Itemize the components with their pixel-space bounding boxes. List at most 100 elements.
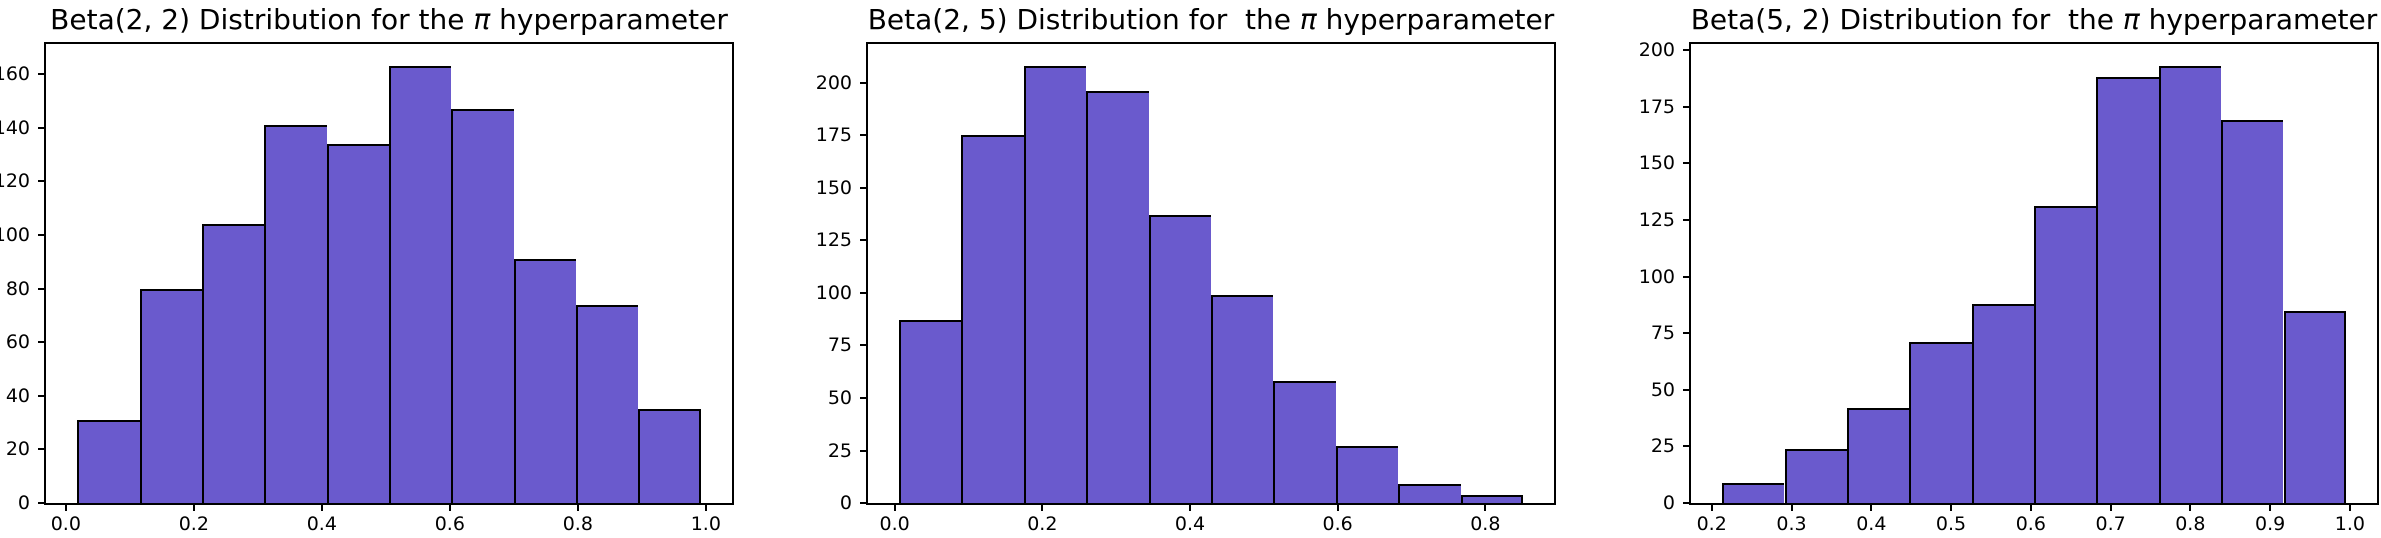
x-tick-label: 0.2 (1696, 513, 1727, 535)
x-tick-label: 0.6 (1322, 513, 1353, 535)
y-tick-label: 50 (827, 386, 852, 409)
histogram-bar (1023, 65, 1087, 503)
histogram-bar (2221, 120, 2284, 503)
y-tick-label: 175 (815, 124, 852, 147)
histogram-bar (1398, 484, 1461, 503)
y-tick-label: 20 (5, 438, 30, 461)
histogram-bar (326, 143, 389, 503)
x-tick-mark (2109, 505, 2112, 511)
x-tick-mark (1041, 505, 1044, 511)
y-tick-mark (38, 180, 44, 183)
plot-area: 0 25 50 75 100 125 150 175 200 0.2 0.3 0.4 0.5 0.6 0.7… (1639, 39, 2379, 535)
y-tick-label: 0 (839, 492, 852, 514)
x-tick-label: 0.4 (1856, 513, 1887, 535)
chart-title: Beta(2, 2) Distribution for the π hyperp… (0, 0, 839, 40)
histogram-bar (1086, 91, 1149, 503)
x-tick-label: 0.0 (879, 513, 910, 535)
y-tick-mark (1683, 105, 1689, 108)
chart-title-text: Beta(2, 5) Distribution for the (867, 3, 1300, 36)
x-tick-label: 1.0 (2334, 513, 2365, 535)
x-tick-label: 0.8 (562, 513, 593, 535)
y-tick-label: 75 (827, 334, 852, 357)
y-tick-mark (38, 502, 44, 504)
x-tick-label: 0.3 (1776, 513, 1807, 535)
histogram-bar (139, 288, 202, 503)
y-tick-label: 25 (1650, 435, 1675, 458)
x-tick-mark (704, 505, 707, 511)
chart-title: Beta(2, 5) Distribution for the π hyperp… (761, 0, 1661, 40)
histogram-bar (1148, 215, 1211, 503)
histogram-bar (1335, 446, 1399, 503)
y-tick-label: 25 (827, 439, 852, 462)
y-tick-mark (1683, 445, 1689, 448)
x-tick-label: 0.0 (50, 513, 81, 535)
histogram-bar (638, 409, 701, 503)
y-tick-label: 50 (1650, 378, 1675, 401)
y-tick-label: 125 (1638, 208, 1675, 231)
y-tick-mark (860, 502, 866, 504)
x-tick-mark (893, 505, 896, 511)
histogram-bar (576, 304, 639, 503)
y-tick-mark (860, 396, 866, 399)
y-tick-label: 160 (0, 63, 30, 85)
y-tick-label: 150 (815, 176, 852, 199)
histogram-bar (1722, 482, 1785, 503)
chart-title-text: hyperparameter (2139, 3, 2378, 36)
y-tick-mark (38, 73, 44, 75)
histogram-bar (513, 259, 576, 503)
x-tick-mark (1336, 505, 1339, 511)
histogram-bar (899, 320, 962, 503)
y-tick-mark (860, 81, 866, 84)
x-tick-mark (2269, 505, 2272, 511)
histogram-bar (1211, 294, 1274, 503)
x-tick-mark (448, 505, 451, 511)
y-tick-label: 125 (815, 229, 852, 252)
x-tick-mark (64, 505, 67, 511)
histogram-bar (1784, 448, 1847, 503)
y-tick-mark (1683, 162, 1689, 165)
histogram-bar (2158, 66, 2222, 503)
y-tick-mark (1683, 388, 1689, 391)
y-tick-mark (860, 344, 866, 347)
x-tick-label: 0.4 (1174, 513, 1206, 535)
y-tick-mark (38, 126, 44, 129)
y-tick-mark (860, 186, 866, 189)
y-tick-label: 0 (1662, 492, 1675, 514)
chart-title-text: Beta(5, 2) Distribution for the (1690, 3, 2123, 36)
y-tick-label: 175 (1638, 95, 1675, 118)
x-tick-mark (1790, 505, 1793, 511)
histogram-bar (264, 125, 327, 503)
y-tick-mark (38, 287, 44, 290)
histogram-bar (1909, 342, 1972, 503)
pi-symbol: π (473, 3, 491, 36)
histogram-bar (961, 135, 1024, 503)
chart-title-text: hyperparameter (490, 3, 728, 36)
y-tick-mark (1683, 49, 1689, 52)
y-tick-mark (38, 394, 44, 397)
x-tick-mark (1484, 505, 1487, 511)
plot-area: 0 20 40 60 80 100 120 140 160 0.0 0.2 0.4 0.6 0.8 1.0 (0, 42, 734, 535)
y-tick-mark (1683, 275, 1689, 278)
pi-symbol: π (1299, 3, 1317, 36)
x-tick-mark (2348, 505, 2351, 511)
chart-title-text: Beta(2, 2) Distribution for the (50, 3, 474, 36)
histogram-bar (2034, 206, 2097, 503)
y-tick-label: 120 (0, 170, 30, 193)
x-tick-label: 0.5 (1935, 513, 1967, 535)
y-tick-mark (38, 341, 44, 344)
y-tick-mark (38, 233, 44, 236)
y-tick-mark (860, 239, 866, 242)
histogram-bar (2283, 310, 2346, 503)
y-tick-label: 60 (5, 331, 30, 354)
y-tick-label: 140 (0, 116, 30, 139)
x-tick-mark (320, 505, 323, 511)
x-tick-mark (1710, 505, 1713, 511)
x-tick-mark (576, 505, 579, 511)
y-tick-label: 200 (1638, 39, 1675, 62)
x-tick-label: 0.6 (434, 513, 465, 535)
y-tick-label: 100 (0, 223, 30, 246)
y-tick-mark (38, 448, 44, 451)
histogram-bar (1971, 303, 2034, 503)
x-tick-label: 0.4 (306, 513, 337, 535)
